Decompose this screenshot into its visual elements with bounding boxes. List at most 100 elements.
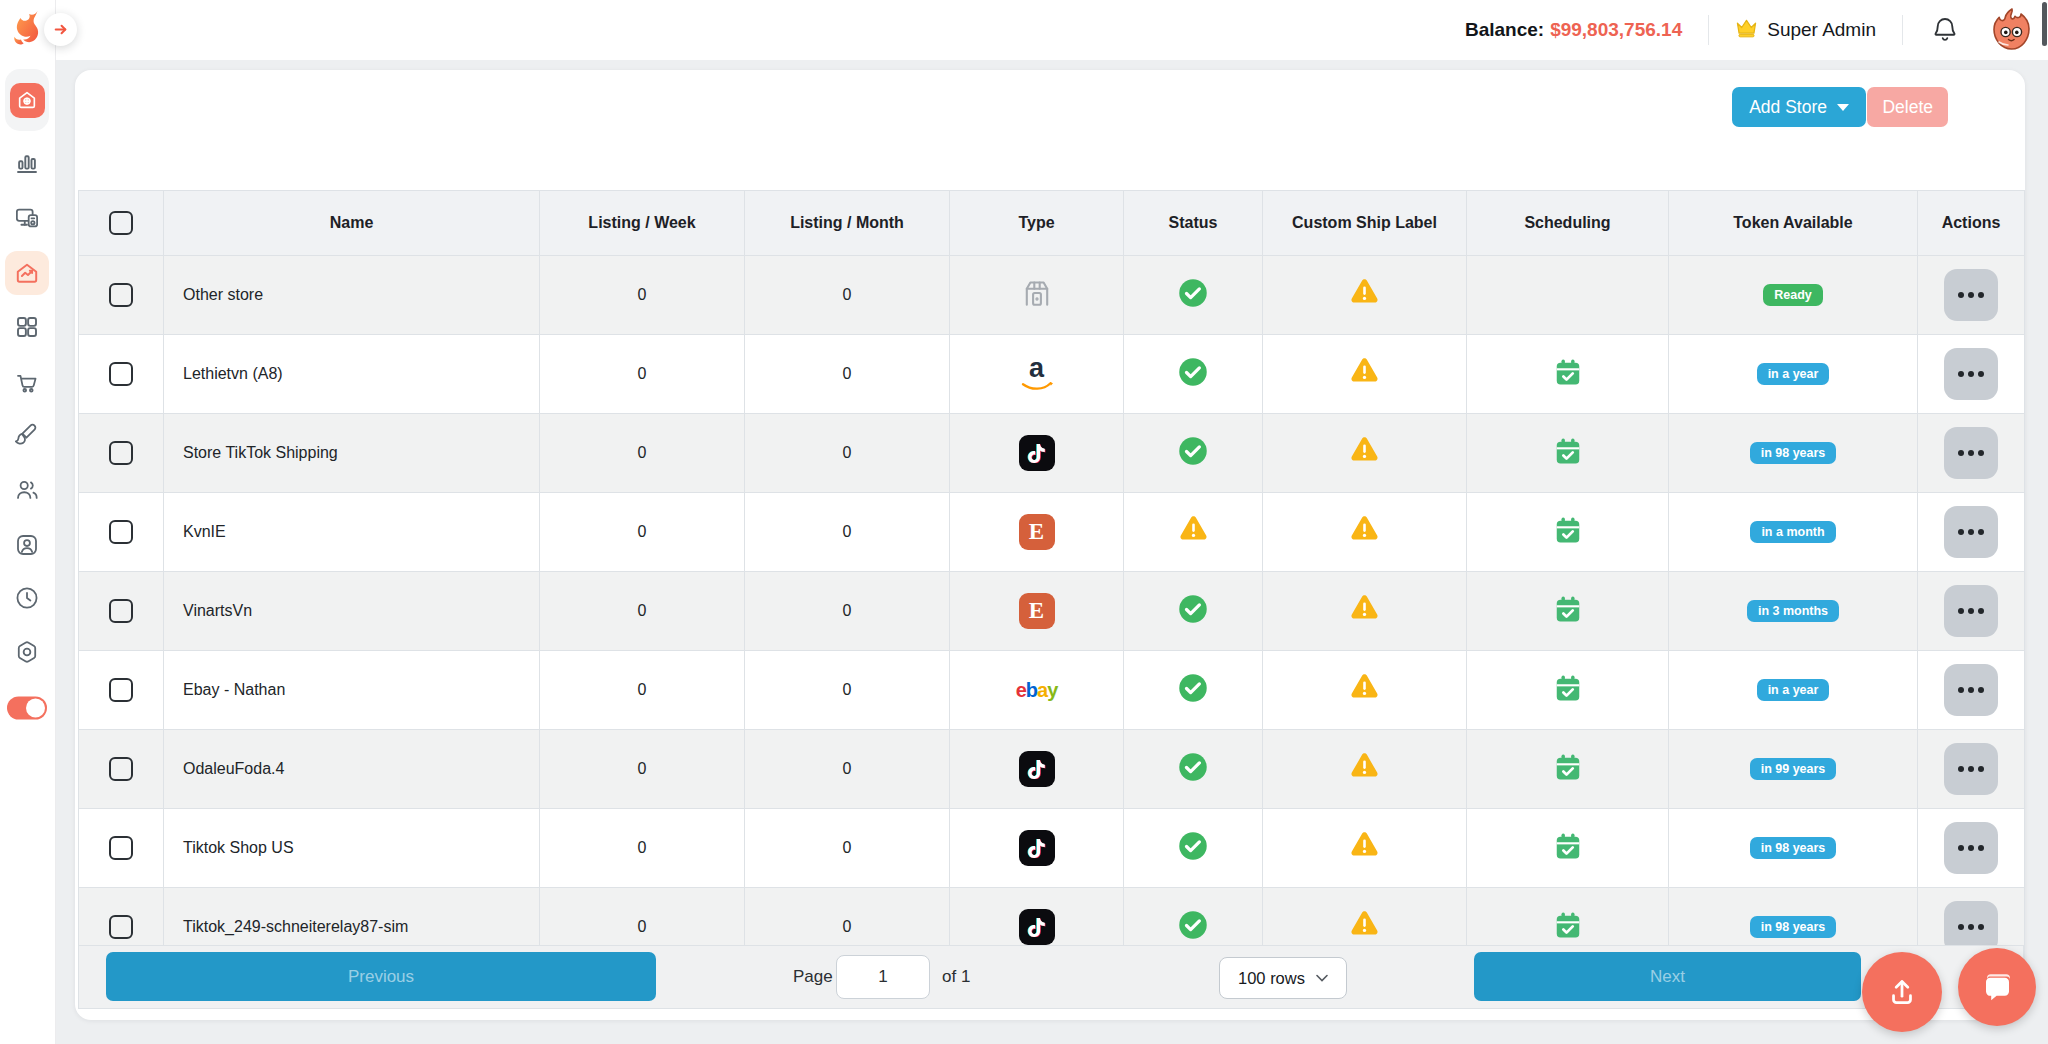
cell-custom-ship-label [1263,335,1467,414]
previous-page-button[interactable]: Previous [106,952,656,1001]
cell-status [1124,335,1263,414]
row-checkbox[interactable] [109,599,133,623]
status-ok-check-icon [1178,926,1208,943]
sidebar-item-grid[interactable] [14,314,41,341]
row-checkbox[interactable] [109,362,133,386]
sidebar-item-devices[interactable] [14,205,41,232]
row-actions-menu-button[interactable] [1944,348,1998,400]
ship-label-warning-icon [1348,452,1381,469]
cell-type [950,256,1124,335]
cell-listing-month: 0 [745,809,950,888]
cell-token: in a year [1669,335,1918,414]
cell-actions [1918,414,2025,493]
sidebar-item-cart[interactable] [14,369,41,396]
table-row: KvnIE00Ein a month [79,493,2025,572]
ship-label-warning-icon [1348,610,1381,627]
cell-store-name: KvnIE [164,493,540,572]
row-actions-menu-button[interactable] [1944,664,1998,716]
token-badge: in a month [1750,521,1835,543]
header-name: Name [164,191,540,256]
page-scrollbar[interactable] [2042,2,2047,46]
row-checkbox[interactable] [109,678,133,702]
chat-bubble-icon [1977,967,2017,1007]
amazon-icon: a [1021,363,1053,380]
ship-label-warning-icon [1348,294,1381,311]
sidebar-item-dashboard-home[interactable] [5,69,49,131]
page-total-label: of 1 [942,946,970,1008]
balance: Balance:$99,803,756.14 [1465,19,1682,41]
scheduling-calendar-check-icon [1553,768,1583,785]
cell-status [1124,730,1263,809]
row-checkbox[interactable] [109,283,133,307]
ship-label-warning-icon [1348,689,1381,706]
row-actions-menu-button[interactable] [1944,743,1998,795]
other-store-icon [1019,297,1055,314]
page-label: Page [793,946,833,1008]
tiktok-icon [1019,765,1055,782]
select-all-checkbox[interactable] [109,211,133,235]
cell-type: ebay [950,651,1124,730]
scheduling-calendar-check-icon [1553,847,1583,864]
sidebar-item-bar-chart[interactable] [14,150,41,177]
row-checkbox[interactable] [109,520,133,544]
table-row: VinartsVn00Ein 3 months [79,572,2025,651]
cell-type [950,730,1124,809]
sidebar-item-users[interactable] [14,477,41,504]
upload-fab-button[interactable] [1862,952,1942,1032]
user-avatar[interactable] [1987,6,2035,54]
sidebar-item-id-card[interactable] [14,532,41,559]
rows-per-page-select[interactable]: 100 rows [1219,957,1347,999]
cell-select [79,572,164,651]
upload-icon [1884,974,1920,1010]
settings-icon [14,639,41,666]
toggle-on-icon[interactable] [7,697,47,720]
row-checkbox[interactable] [109,915,133,939]
row-checkbox[interactable] [109,757,133,781]
page-number-input[interactable] [836,955,930,999]
row-actions-menu-button[interactable] [1944,822,1998,874]
next-page-button[interactable]: Next [1474,952,1861,1001]
ship-label-warning-icon [1348,768,1381,785]
sidebar-collapse-button[interactable] [44,13,77,46]
cell-scheduling [1467,335,1669,414]
cell-listing-month: 0 [745,414,950,493]
sidebar-item-brush[interactable] [14,422,41,449]
table-row: Tiktok Shop US00in 98 years [79,809,2025,888]
notifications-bell-icon[interactable] [1929,14,1961,46]
cell-custom-ship-label [1263,809,1467,888]
cell-listing-month: 0 [745,493,950,572]
row-checkbox[interactable] [109,441,133,465]
scheduling-calendar-check-icon [1553,689,1583,706]
cell-listing-month: 0 [745,572,950,651]
cell-custom-ship-label [1263,493,1467,572]
sidebar-item-home-analytics[interactable] [5,251,49,295]
cell-store-name: OdaleuFoda.4 [164,730,540,809]
cell-listing-month: 0 [745,730,950,809]
token-badge: in 3 months [1747,600,1839,622]
add-store-button[interactable]: Add Store [1732,87,1866,127]
chevron-down-icon [1837,104,1849,111]
sidebar-item-toggle-on[interactable] [7,697,47,720]
stores-panel: Add Store Delete Name Listing / Week Lis… [75,70,2025,1020]
cell-select [79,651,164,730]
row-actions-menu-button[interactable] [1944,269,1998,321]
cell-status [1124,414,1263,493]
tiktok-icon [1019,923,1055,940]
row-actions-menu-button[interactable] [1944,506,1998,558]
row-actions-menu-button[interactable] [1944,427,1998,479]
scheduling-calendar-check-icon [1553,926,1583,943]
row-checkbox[interactable] [109,836,133,860]
cell-token: in 98 years [1669,414,1918,493]
ship-label-warning-icon [1348,847,1381,864]
delete-button[interactable]: Delete [1867,87,1948,127]
bar-chart-icon [14,150,41,177]
cell-store-name: Tiktok Shop US [164,809,540,888]
status-ok-check-icon [1178,768,1208,785]
tiktok-icon [1019,449,1055,466]
sidebar-item-settings[interactable] [14,639,41,666]
row-actions-menu-button[interactable] [1944,585,1998,637]
cell-store-name: Ebay - Nathan [164,651,540,730]
cell-token: in 99 years [1669,730,1918,809]
chat-widget-button[interactable] [1958,948,2036,1026]
sidebar-item-clock[interactable] [14,585,41,612]
